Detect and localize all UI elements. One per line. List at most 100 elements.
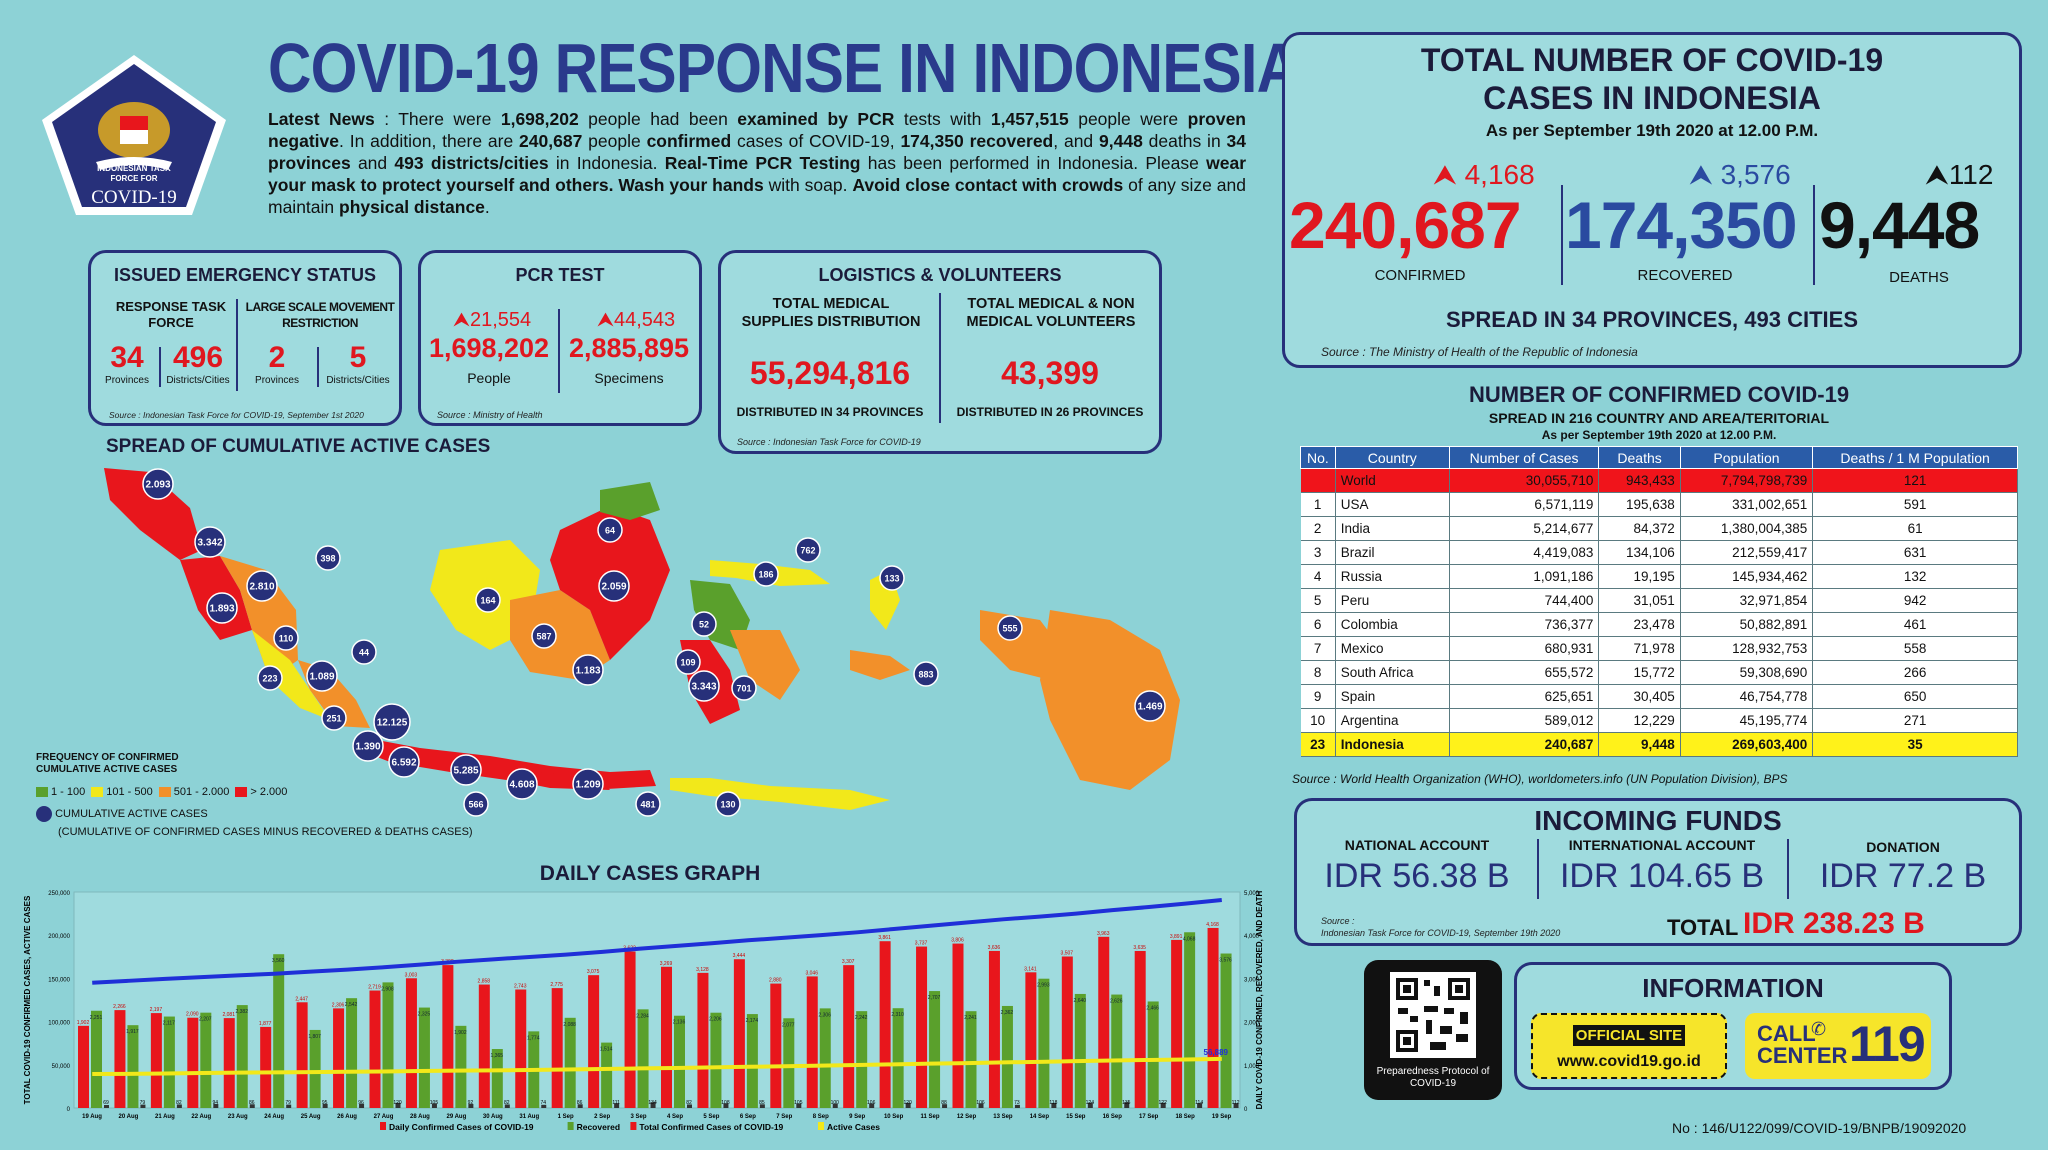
confirmed-bar — [442, 965, 454, 1108]
bubble — [373, 703, 411, 741]
official-site-button[interactable]: OFFICIAL SITE www.covid19.go.id — [1531, 1013, 1727, 1079]
x-tick-label: 27 Aug — [374, 1114, 394, 1120]
table-cell: South Africa — [1335, 660, 1450, 685]
bubble-label: 64 — [605, 526, 615, 536]
y2-tick-label: 0 — [1244, 1107, 1248, 1113]
x-tick-label: 26 Aug — [337, 1114, 357, 1120]
confirmed-bar — [405, 978, 417, 1108]
confirmed-value-label: 3,307 — [842, 959, 855, 965]
bubble-label: 2.093 — [145, 480, 170, 491]
x-tick-label: 14 Sep — [1030, 1114, 1050, 1120]
table-cell: 50,882,891 — [1680, 612, 1814, 637]
confirmed-bar — [988, 950, 1000, 1108]
death-value-label: 69 — [103, 1100, 109, 1106]
confirmed-value-label: 2,719 — [368, 985, 381, 991]
source: Source : The Ministry of Health of the R… — [1321, 345, 1638, 359]
recovered-value-label: 1,917 — [126, 1029, 139, 1035]
pcr-title: PCR TEST — [515, 265, 605, 285]
y-tick-label: 0 — [67, 1107, 71, 1113]
table-cell: 30,055,710 — [1449, 468, 1600, 493]
y-tick-label: 250,000 — [48, 891, 70, 897]
death-bar — [322, 1103, 328, 1108]
total-title-2: CASES IN INDONESIA — [1483, 80, 1821, 116]
legend-label: Active Cases — [827, 1122, 880, 1132]
death-bar — [577, 1104, 583, 1108]
table-cell: 212,559,417 — [1680, 540, 1814, 565]
national-head: NATIONAL ACCOUNT — [1344, 837, 1490, 853]
table-cell: 12,229 — [1598, 708, 1681, 733]
legend-label: Recovered — [577, 1122, 620, 1132]
logistics-panel: LOGISTICS & VOLUNTEERS TOTAL MEDICAL SUP… — [718, 250, 1162, 454]
confirmed-bar — [333, 1008, 345, 1108]
table-cell: 7 — [1300, 636, 1336, 661]
total-title-1: TOTAL NUMBER OF COVID-19 — [1420, 42, 1884, 78]
call-center-button[interactable]: CALL CENTER ✆ 119 — [1745, 1013, 1931, 1079]
table-cell: 132 — [1812, 564, 2018, 589]
table-cell: 59,308,690 — [1680, 660, 1814, 685]
death-value-label: 111 — [612, 1100, 620, 1106]
x-tick-label: 7 Sep — [776, 1114, 792, 1120]
recovered-bar — [346, 998, 358, 1108]
confirmed-value-label: 3,003 — [405, 972, 418, 978]
confirmed-bar — [296, 1002, 308, 1108]
confirmed-bar — [916, 946, 928, 1108]
table-cell: 4,419,083 — [1449, 540, 1600, 565]
map-legend-title: FREQUENCY OF CONFIRMED CUMULATIVE ACTIVE … — [36, 752, 179, 775]
table-cell: 7,794,798,739 — [1680, 468, 1814, 493]
recovered-bar — [1001, 1005, 1013, 1108]
bubble — [321, 705, 347, 731]
table-cell: 10 — [1300, 708, 1336, 733]
table-cell: USA — [1335, 492, 1450, 517]
table-cell: India — [1335, 516, 1450, 541]
world-source: Source : World Health Organization (WHO)… — [1292, 772, 1788, 786]
recovered-bar — [418, 1007, 430, 1108]
confirmed-value-label: 2,858 — [478, 979, 491, 985]
qr-card[interactable]: Preparedness Protocol of COVID-19 — [1364, 960, 1502, 1100]
table-cell: 84,372 — [1598, 516, 1681, 541]
death-value-label: 96 — [358, 1100, 364, 1106]
confirmed-value-label: 3,635 — [1133, 945, 1146, 951]
total-confirmed-line — [92, 898, 1222, 985]
label: Provinces — [255, 375, 299, 386]
recovered-bar — [674, 1015, 685, 1108]
bubble-label: 223 — [262, 674, 277, 684]
death-value-label: 92 — [468, 1100, 474, 1106]
qr-code-icon — [1390, 972, 1476, 1058]
table-cell: 1,380,004,385 — [1680, 516, 1814, 541]
recovered-bar — [564, 1017, 576, 1108]
table-cell: Mexico — [1335, 636, 1450, 661]
recovered-value-label: 2,640 — [1074, 998, 1087, 1004]
recovered-bar — [200, 1012, 212, 1108]
pcr-people-increase: 21,554 — [470, 309, 532, 331]
bubble-label: 4.608 — [509, 780, 534, 791]
death-value-label: 112 — [1232, 1100, 1240, 1106]
recovered-bar — [965, 1011, 977, 1108]
table-row: 5 Peru 744,400 31,051 32,971,854 942 — [1300, 588, 2018, 613]
region-sulawesi-southeast — [730, 630, 800, 700]
table-row: 2 India 5,214,677 84,372 1,380,004,385 61 — [1300, 516, 2018, 541]
table-cell: 269,603,400 — [1680, 732, 1814, 757]
legend-label: > 2.000 — [250, 786, 288, 798]
recovered-value-label: 3,560 — [272, 958, 285, 964]
recovered-bar — [783, 1018, 795, 1108]
death-value-label: 82 — [504, 1100, 510, 1106]
column-header: Country — [1334, 446, 1450, 469]
death-bar — [395, 1102, 401, 1108]
label: People — [467, 370, 511, 386]
document-number: No : 146/U122/099/COVID-19/BNPB/19092020 — [1672, 1120, 1967, 1136]
bubble — [1134, 690, 1166, 722]
table-row: 1 USA 6,571,119 195,638 331,002,651 591 — [1300, 492, 2018, 517]
recovered-value-label: 2,207 — [199, 1017, 212, 1023]
bubble-label: 1.209 — [575, 780, 600, 791]
table-cell: Spain — [1335, 684, 1450, 709]
x-tick-label: 25 Aug — [301, 1114, 321, 1120]
bubble-label: 110 — [279, 634, 294, 644]
volunteers-head: TOTAL MEDICAL & NON MEDICAL VOLUNTEERS — [966, 296, 1136, 330]
table-row: 6 Colombia 736,377 23,478 50,882,891 461 — [1300, 612, 2018, 637]
death-value-label: 106 — [867, 1100, 876, 1106]
confirmed-value-label: 2,447 — [295, 996, 308, 1002]
death-value-label: 105 — [794, 1100, 803, 1106]
bubble-label: 3.342 — [197, 538, 222, 549]
column-header: Population — [1679, 446, 1814, 469]
bubble — [351, 639, 377, 665]
